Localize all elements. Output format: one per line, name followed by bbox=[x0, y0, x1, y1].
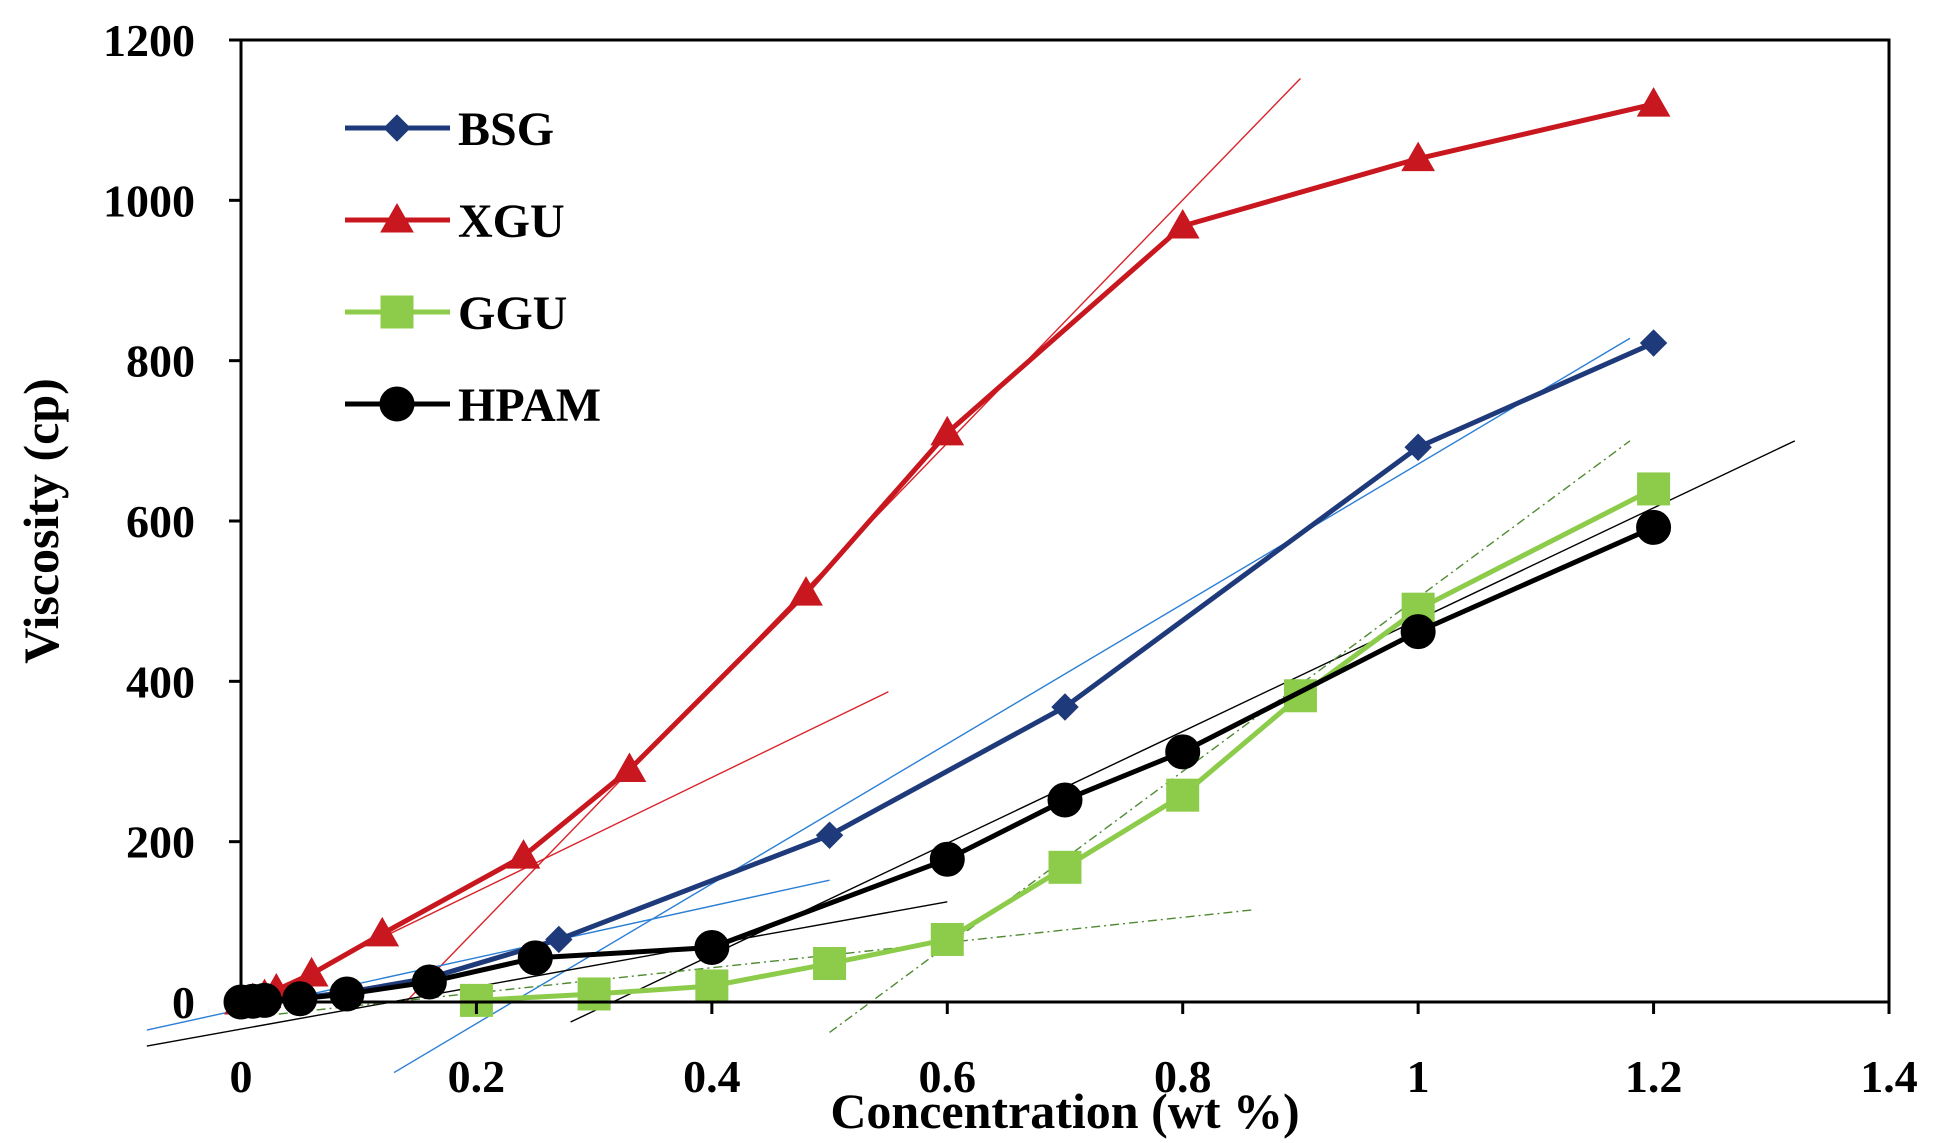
data-point-ggu-10 bbox=[1637, 472, 1671, 506]
data-point-hpam-4 bbox=[282, 981, 318, 1017]
data-point-hpam-11 bbox=[1165, 734, 1201, 770]
data-point-bsg-8 bbox=[815, 821, 844, 849]
data-point-ggu-3 bbox=[695, 969, 729, 1003]
y-axis-title: Viscosity (cp) bbox=[13, 378, 69, 664]
y-tick-label: 0 bbox=[172, 977, 195, 1028]
legend-marker-xgu bbox=[380, 202, 414, 233]
y-tick-label: 400 bbox=[126, 656, 195, 707]
data-point-xgu-11 bbox=[1165, 208, 1200, 239]
x-tick-label: 0.2 bbox=[448, 1051, 506, 1102]
data-point-hpam-10 bbox=[1047, 782, 1083, 818]
data-point-ggu-4 bbox=[813, 947, 847, 981]
y-tick-label: 200 bbox=[126, 817, 195, 868]
legend-label-xgu: XGU bbox=[458, 195, 565, 248]
series-line-ggu bbox=[476, 486, 1655, 1003]
x-tick-label: 1.2 bbox=[1625, 1051, 1683, 1102]
data-point-hpam-12 bbox=[1400, 614, 1436, 650]
data-point-hpam-3 bbox=[247, 982, 283, 1018]
data-point-ggu-6 bbox=[1048, 850, 1082, 884]
legend-item-bsg: BSG bbox=[345, 103, 554, 156]
series-hpam bbox=[223, 509, 1672, 1020]
data-point-ggu-5 bbox=[930, 922, 964, 956]
x-tick-label: 1 bbox=[1407, 1051, 1430, 1102]
data-point-bsg-9 bbox=[1051, 693, 1079, 721]
x-tick-label: 1.4 bbox=[1860, 1051, 1918, 1102]
legend-marker-ggu bbox=[380, 295, 414, 329]
data-point-xgu-12 bbox=[1401, 141, 1436, 172]
y-tick-label: 1200 bbox=[103, 15, 195, 66]
data-point-hpam-8 bbox=[694, 929, 730, 965]
data-point-hpam-13 bbox=[1636, 509, 1672, 545]
series-ggu bbox=[459, 472, 1671, 1017]
x-axis-title: Concentration (wt %) bbox=[830, 1083, 1299, 1139]
legend-item-xgu: XGU bbox=[345, 195, 565, 248]
data-point-xgu-7 bbox=[506, 839, 541, 869]
x-tick-label: 0 bbox=[230, 1051, 253, 1102]
y-tick-label: 800 bbox=[126, 336, 195, 387]
trend-line-4 bbox=[393, 337, 1631, 1074]
data-point-bsg-10 bbox=[1404, 433, 1432, 461]
data-point-xgu-8 bbox=[612, 752, 647, 783]
x-tick-label: 0.8 bbox=[1154, 1051, 1212, 1102]
data-point-hpam-7 bbox=[517, 940, 553, 976]
legend-label-ggu: GGU bbox=[458, 287, 567, 340]
data-point-hpam-5 bbox=[329, 976, 365, 1012]
data-point-bsg-7 bbox=[545, 925, 573, 954]
y-tick-label: 600 bbox=[126, 496, 195, 547]
data-point-bsg-11 bbox=[1639, 329, 1668, 357]
trend-line-5 bbox=[146, 901, 948, 1047]
y-tick-label: 1000 bbox=[103, 175, 195, 226]
legend-marker-bsg bbox=[383, 114, 411, 142]
legend-label-bsg: BSG bbox=[458, 103, 554, 156]
legend-label-hpam: HPAM bbox=[458, 379, 601, 432]
legend-item-ggu: GGU bbox=[345, 287, 567, 340]
data-point-xgu-13 bbox=[1636, 87, 1671, 117]
legend-item-hpam: HPAM bbox=[345, 379, 601, 432]
data-point-xgu-6 bbox=[365, 916, 400, 947]
data-point-xgu-10 bbox=[930, 415, 965, 446]
legend-marker-hpam bbox=[379, 386, 415, 422]
data-point-xgu-9 bbox=[789, 576, 823, 606]
legend: BSG XGU GGU HPAM bbox=[345, 103, 601, 432]
data-point-ggu-2 bbox=[577, 977, 611, 1011]
data-point-ggu-7 bbox=[1166, 778, 1200, 812]
x-tick-label: 0.4 bbox=[683, 1051, 741, 1102]
data-point-hpam-9 bbox=[929, 841, 965, 877]
data-point-hpam-6 bbox=[411, 964, 447, 1000]
x-tick-label: 0.6 bbox=[919, 1051, 977, 1102]
